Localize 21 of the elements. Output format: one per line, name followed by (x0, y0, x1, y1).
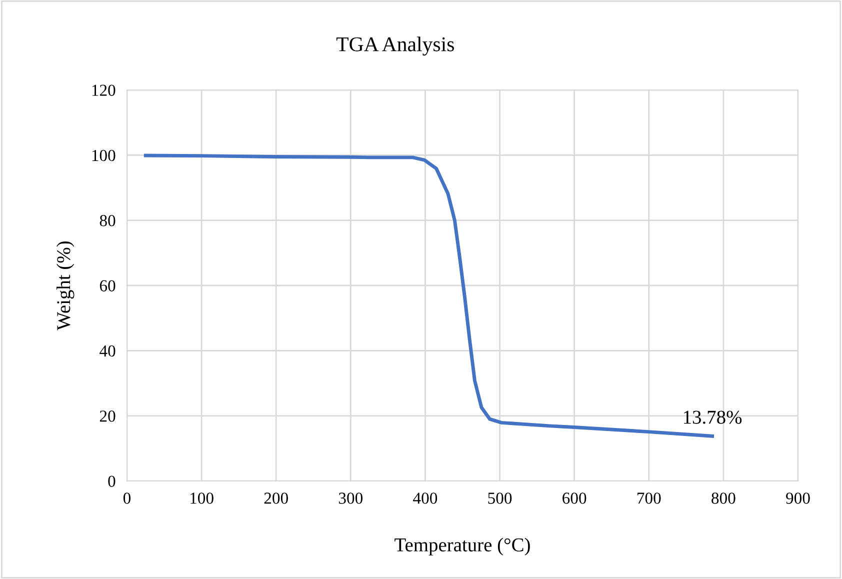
chart-title: TGA Analysis (336, 36, 454, 56)
x-tick-label: 400 (413, 492, 438, 504)
x-tick-label: 900 (786, 492, 810, 504)
x-tick-label: 0 (123, 492, 131, 504)
x-tick-label: 600 (562, 492, 586, 504)
x-tick-label: 500 (488, 492, 512, 504)
x-tick-label: 700 (637, 492, 661, 504)
y-tick-label: 120 (92, 84, 116, 96)
x-axis-title: Temperature (°C) (394, 538, 530, 556)
x-tick-label: 200 (264, 492, 288, 504)
y-tick-label: 40 (100, 345, 116, 357)
y-tick-label: 20 (100, 410, 116, 422)
y-tick-label: 80 (100, 215, 116, 226)
x-tick-label: 800 (712, 492, 736, 504)
y-axis-title: Weight (%) (56, 242, 74, 330)
x-tick-label: 100 (190, 492, 214, 504)
y-tick-label: 60 (100, 280, 116, 292)
y-tick-label: 0 (108, 476, 116, 487)
y-tick-label: 100 (92, 150, 116, 162)
x-tick-label: 300 (338, 492, 363, 504)
annotation: 13.78% (684, 410, 742, 424)
